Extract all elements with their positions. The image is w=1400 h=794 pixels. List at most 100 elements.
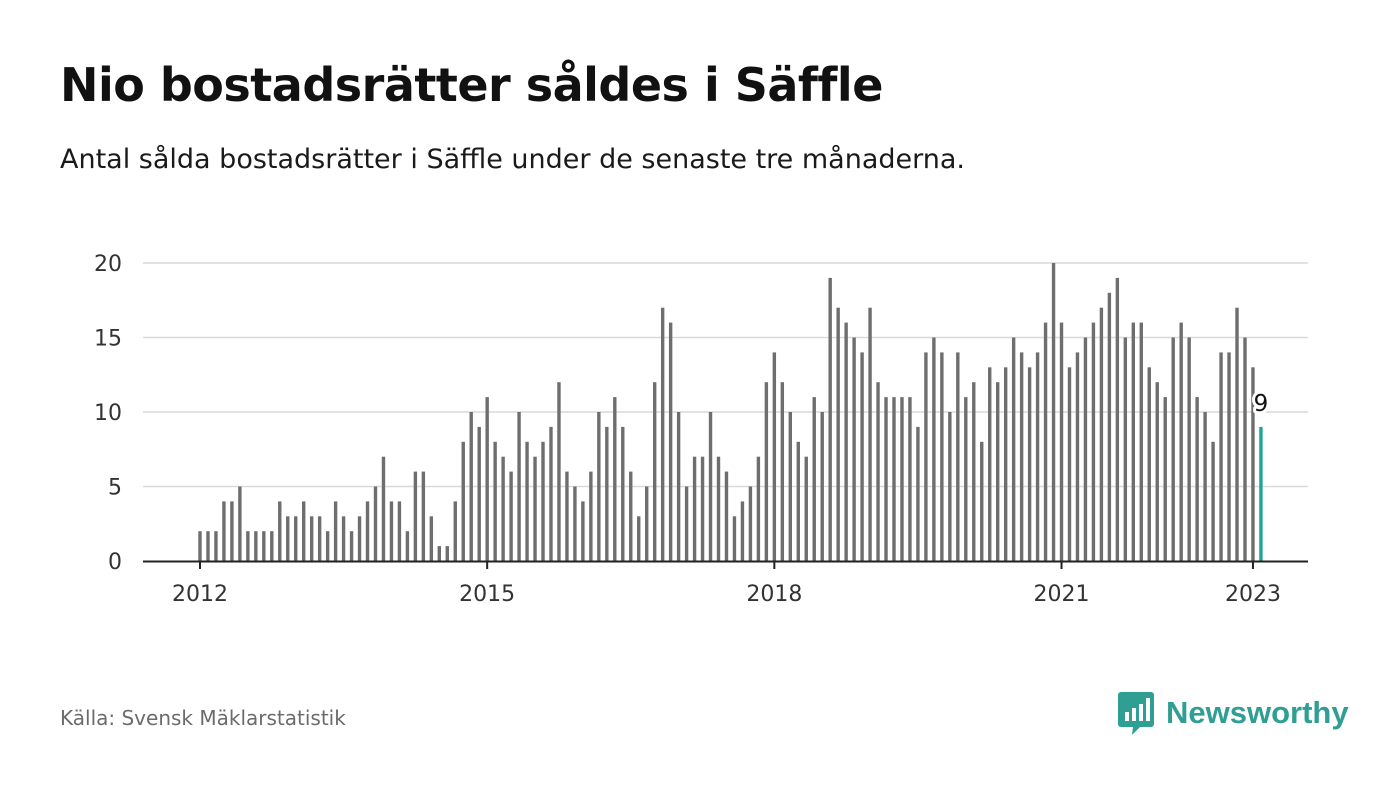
bar: [357, 516, 362, 561]
bar: [206, 531, 210, 561]
bar: [286, 516, 290, 561]
bar: [565, 471, 569, 561]
bar: [668, 322, 673, 561]
y-tick-label: 20: [94, 252, 122, 277]
bar: [820, 412, 824, 561]
bar: [533, 456, 537, 561]
bars: [198, 263, 1263, 561]
bar: [852, 337, 856, 561]
bar: [956, 352, 960, 561]
bar: [621, 426, 625, 561]
data-labels: 99: [1251, 388, 1272, 420]
bar: [373, 486, 378, 561]
bar: [325, 531, 330, 561]
x-axis: [143, 560, 1308, 569]
bar: [246, 531, 250, 561]
bar: [1155, 382, 1159, 561]
bar: [629, 471, 633, 561]
bar: [1035, 352, 1040, 561]
bar: [836, 307, 840, 561]
bar: [525, 441, 529, 561]
bar: [1099, 307, 1104, 561]
bar: [222, 501, 226, 561]
bar: [453, 501, 457, 561]
bar: [844, 322, 848, 561]
bar: [1243, 337, 1247, 561]
y-tick-label: 0: [108, 550, 122, 575]
x-tick-label: 2015: [459, 582, 515, 607]
bar: [812, 397, 816, 561]
bar: [549, 426, 553, 561]
x-tick-label: 2023: [1225, 582, 1281, 607]
bar: [389, 501, 394, 561]
bar: [660, 307, 665, 561]
bar: [868, 307, 872, 561]
x-tick-label: 2012: [172, 582, 228, 607]
bar: [1059, 322, 1064, 561]
bar: [980, 441, 984, 561]
bar: [764, 382, 769, 561]
bar: [700, 456, 705, 561]
bar: [485, 397, 489, 561]
bar: [924, 352, 928, 561]
bar: [1171, 337, 1175, 561]
y-axis-tick-labels: 0 5 10 15 20: [94, 252, 122, 575]
bar: [501, 456, 505, 561]
bar: [317, 516, 322, 561]
bar: [900, 397, 904, 561]
bar: [796, 441, 800, 561]
bar: [645, 486, 649, 561]
bar: [1219, 352, 1223, 561]
bar: [238, 486, 242, 561]
bar: [302, 501, 306, 561]
bar: [1235, 307, 1239, 561]
bar: [637, 516, 641, 561]
bar: [381, 456, 386, 561]
bar: [1027, 367, 1032, 561]
bar: [1227, 352, 1231, 561]
bar: [1187, 337, 1191, 561]
bar: [309, 516, 314, 561]
brand-logo[interactable]: Newsworthy: [1118, 690, 1349, 736]
bar: [916, 426, 920, 561]
bar: [557, 382, 561, 561]
bar: [1179, 322, 1183, 561]
bar: [262, 531, 266, 561]
bar: [469, 412, 473, 561]
bar: [892, 397, 896, 561]
bar: [477, 426, 481, 561]
bar: [254, 531, 258, 561]
bar: [421, 471, 426, 561]
bar: [1195, 397, 1199, 561]
bar: [988, 367, 992, 561]
bar: [573, 486, 577, 561]
bar: [1147, 367, 1151, 561]
bar: [828, 277, 832, 561]
source-note: Källa: Svensk Mäklarstatistik: [60, 706, 346, 730]
bar: [1251, 367, 1255, 561]
bar: [493, 441, 497, 561]
bar: [804, 456, 808, 561]
bar: [613, 397, 617, 561]
bar: [230, 501, 234, 561]
bar: [748, 486, 753, 561]
bar: [740, 501, 745, 561]
x-axis-tick-labels: 2012 2015 2018 2021 2023: [172, 582, 1281, 607]
bar: [1123, 337, 1128, 561]
data-label-last-value: 9: [1254, 391, 1269, 417]
y-tick-label: 5: [108, 476, 122, 501]
bar: [772, 352, 777, 561]
bar: [1091, 322, 1096, 561]
bar: [1115, 277, 1120, 561]
bar: [589, 471, 593, 561]
bar: [541, 441, 545, 561]
bar: [1075, 352, 1080, 561]
x-tick-label: 2018: [746, 582, 802, 607]
bar-highlighted: [1259, 426, 1263, 561]
bar: [708, 412, 713, 561]
bar: [461, 441, 465, 561]
bar: [365, 501, 370, 561]
bar: [724, 471, 729, 561]
bar: [1163, 397, 1167, 561]
bar: [445, 546, 449, 561]
